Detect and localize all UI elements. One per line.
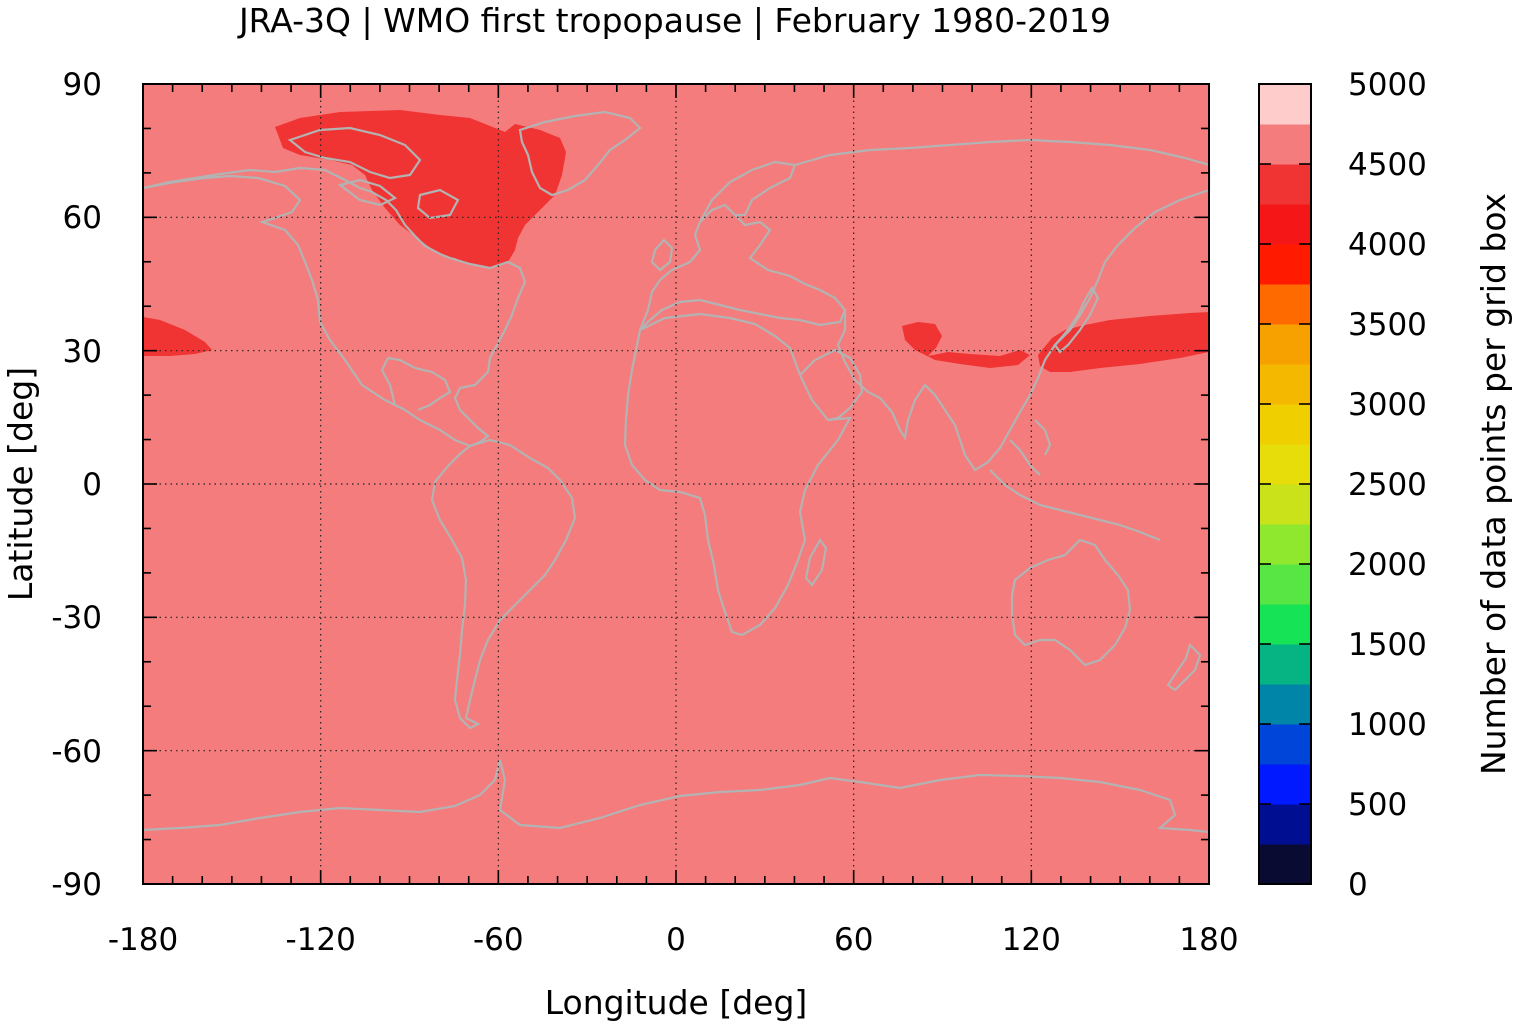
coastline-south-america bbox=[430, 438, 577, 730]
region-tibet-himalaya bbox=[902, 322, 1030, 368]
coastline-greenland bbox=[518, 110, 642, 197]
x-axis-label: Longitude [deg] bbox=[545, 983, 808, 1022]
enhanced-regions bbox=[143, 110, 1209, 372]
chart-title: JRA-3Q | WMO first tropopause | February… bbox=[237, 1, 1111, 40]
colorbar-swatch bbox=[1259, 124, 1311, 165]
y-tick-label: -60 bbox=[51, 734, 102, 770]
x-tick-label: 120 bbox=[1002, 922, 1061, 958]
colorbar-label: Number of data points per grid box bbox=[1474, 193, 1513, 775]
colorbar-swatch bbox=[1259, 724, 1311, 765]
colorbar-swatch bbox=[1259, 324, 1311, 365]
colorbar-swatch bbox=[1259, 524, 1311, 565]
colorbar-swatch bbox=[1259, 164, 1311, 205]
coastlines bbox=[142, 110, 1211, 834]
coastline-asia bbox=[794, 138, 1211, 472]
coastline-australia bbox=[1010, 538, 1132, 667]
colorbar-frame bbox=[1258, 83, 1312, 885]
colorbar-swatch bbox=[1259, 844, 1311, 885]
colorbar-swatch bbox=[1259, 764, 1311, 805]
coastline-europe bbox=[638, 203, 847, 331]
coastline-gulf-mexico bbox=[380, 356, 452, 412]
map-plot-area bbox=[142, 83, 1211, 885]
colorbar-swatch bbox=[1259, 684, 1311, 725]
y-tick-label: -90 bbox=[51, 867, 102, 903]
x-tick-label: -120 bbox=[286, 922, 356, 958]
gridlines bbox=[143, 84, 1209, 884]
colorbar-swatch bbox=[1259, 244, 1311, 285]
coastline-arctic-islands bbox=[287, 126, 460, 220]
colorbar-swatch bbox=[1259, 404, 1311, 445]
colorbar-tick-labels: 0 500 1000 1500 2000 2500 3000 3500 4000… bbox=[1348, 67, 1427, 903]
colorbar-swatch bbox=[1259, 484, 1311, 525]
y-tick-labels: 90 60 30 0 -30 -60 -90 bbox=[51, 67, 102, 903]
x-tick-label: 0 bbox=[666, 922, 686, 958]
coastline-north-america bbox=[142, 166, 527, 448]
x-tick-label: 180 bbox=[1179, 922, 1238, 958]
x-tick-labels: -180 -120 -60 0 60 120 180 bbox=[108, 922, 1239, 958]
coastline-arabia bbox=[799, 348, 864, 422]
x-tick-label: 60 bbox=[834, 922, 873, 958]
coastline-africa bbox=[623, 312, 852, 637]
colorbar-tick-label: 3000 bbox=[1348, 387, 1427, 423]
colorbar-tick-label: 2000 bbox=[1348, 547, 1427, 583]
coastline-uk bbox=[650, 238, 674, 272]
colorbar-swatch bbox=[1259, 804, 1311, 845]
coastline-new-zealand bbox=[1166, 642, 1202, 692]
x-tick-label: -60 bbox=[473, 922, 524, 958]
coastline-madagascar bbox=[804, 537, 828, 587]
coastline-antarctica bbox=[142, 759, 1210, 834]
colorbar-tick-label: 1500 bbox=[1348, 627, 1427, 663]
y-tick-label: 60 bbox=[63, 200, 102, 236]
region-pacific-dateline-west bbox=[143, 317, 212, 356]
y-axis-label: Latitude [deg] bbox=[1, 367, 40, 601]
colorbar-tick-label: 4000 bbox=[1348, 227, 1427, 263]
colorbar-swatch bbox=[1259, 284, 1311, 325]
colorbar-swatch bbox=[1259, 204, 1311, 245]
colorbar-swatch bbox=[1259, 364, 1311, 405]
y-tick-label: 30 bbox=[63, 334, 102, 370]
coastline-southeast-asia bbox=[989, 419, 1161, 542]
colorbar-tick-label: 4500 bbox=[1348, 147, 1427, 183]
colorbar-tick-label: 1000 bbox=[1348, 707, 1427, 743]
colorbar-tick-label: 5000 bbox=[1348, 67, 1427, 103]
coastline-japan bbox=[1053, 285, 1100, 354]
map-frame bbox=[142, 83, 1210, 885]
colorbar-swatch bbox=[1259, 444, 1311, 485]
colorbar-swatch bbox=[1259, 644, 1311, 685]
colorbar: 0 500 1000 1500 2000 2500 3000 3500 4000… bbox=[1258, 67, 1513, 903]
y-tick-label: -30 bbox=[51, 600, 102, 636]
colorbar-swatch bbox=[1259, 564, 1311, 605]
colorbar-tick-label: 2500 bbox=[1348, 467, 1427, 503]
colorbar-tick-label: 3500 bbox=[1348, 307, 1427, 343]
y-tick-label: 0 bbox=[82, 467, 102, 503]
colorbar-swatches bbox=[1259, 84, 1311, 885]
colorbar-swatch bbox=[1259, 84, 1311, 125]
x-tick-label: -180 bbox=[108, 922, 178, 958]
region-north-america-arctic bbox=[275, 110, 566, 268]
colorbar-swatch bbox=[1259, 604, 1311, 645]
colorbar-tick-label: 0 bbox=[1348, 867, 1368, 903]
colorbar-tick-label: 500 bbox=[1348, 787, 1407, 823]
y-tick-label: 90 bbox=[63, 67, 102, 103]
